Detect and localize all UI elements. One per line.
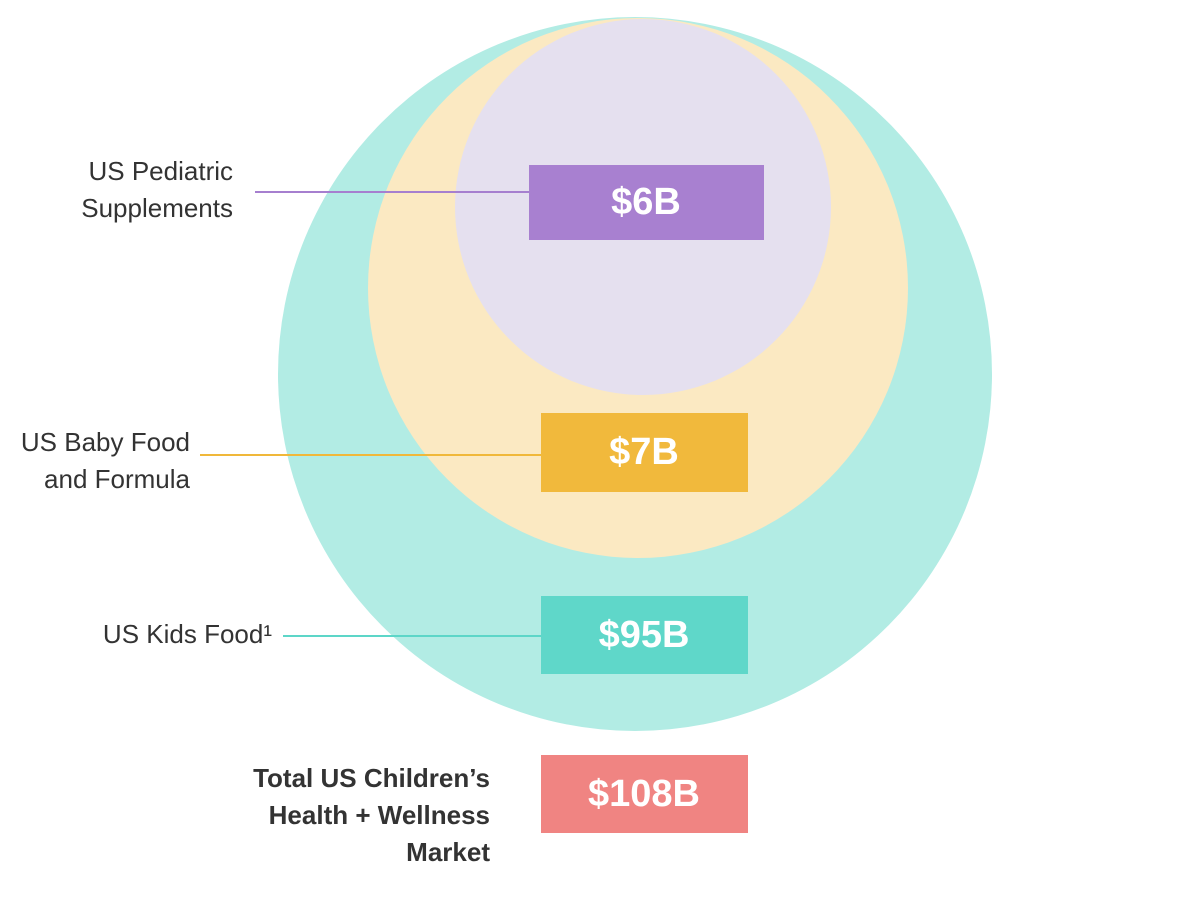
segment-label: Market bbox=[406, 837, 490, 867]
segment-value: $108B bbox=[588, 773, 700, 815]
segment-label: Supplements bbox=[81, 193, 233, 223]
value-box bbox=[541, 596, 748, 674]
segment-label: US Kids Food¹ bbox=[103, 619, 272, 649]
value-box bbox=[529, 165, 764, 240]
segment-label: and Formula bbox=[44, 464, 190, 494]
segment-value: $7B bbox=[609, 431, 679, 473]
segment-label: Total US Children’s bbox=[253, 763, 490, 793]
segment-label: US Baby Food bbox=[21, 427, 190, 457]
value-box bbox=[541, 755, 748, 833]
segment-value: $6B bbox=[611, 181, 681, 223]
segment-value: $95B bbox=[599, 614, 690, 656]
value-box bbox=[541, 413, 748, 492]
segment-label: US Pediatric bbox=[89, 156, 234, 186]
segment-label: Health + Wellness bbox=[269, 800, 490, 830]
